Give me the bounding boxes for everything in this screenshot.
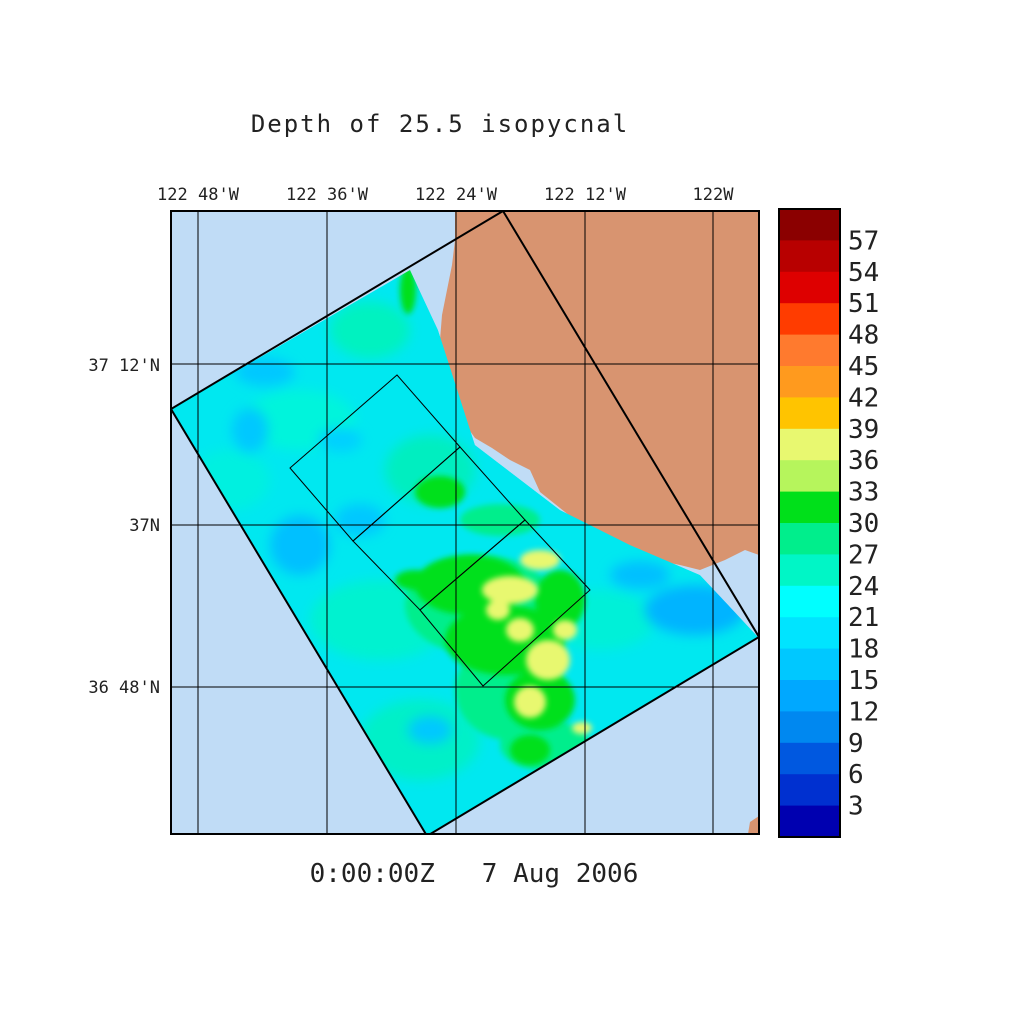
colorbar-label: 54 [848, 258, 879, 288]
colorbar-label: 12 [848, 697, 879, 727]
colorbar-swatch [779, 397, 840, 430]
lat-label: 36 48'N [88, 678, 160, 698]
colorbar-label: 57 [848, 226, 879, 256]
colorbar-label: 36 [848, 446, 879, 476]
colorbar-label: 9 [848, 729, 864, 759]
lon-label: 122W [693, 185, 735, 205]
colorbar-swatch [779, 366, 840, 398]
colorbar-label: 27 [848, 540, 879, 570]
lon-label: 122 24'W [415, 185, 498, 205]
colorbar-swatch [779, 648, 840, 681]
colorbar-label: 24 [848, 572, 879, 602]
colorbar-swatch [779, 680, 840, 712]
colorbar-label: 42 [848, 383, 879, 413]
colorbar-swatch [779, 303, 840, 336]
colorbar-label: 48 [848, 321, 879, 351]
colorbar-swatch [779, 711, 840, 744]
map-border [170, 210, 760, 835]
lon-label: 122 36'W [286, 185, 369, 205]
colorbar-swatch [779, 271, 840, 304]
lat-label: 37 12'N [88, 356, 160, 376]
colorbar-label: 15 [848, 666, 879, 696]
land-mass [440, 211, 759, 570]
colorbar-swatch [779, 742, 840, 775]
colorbar-border [778, 208, 841, 838]
colorbar-swatch [779, 334, 840, 367]
lat-label: 37N [129, 516, 160, 536]
lon-label: 122 12'W [544, 185, 627, 205]
lon-label: 122 48'W [157, 185, 240, 205]
colorbar-label: 21 [848, 603, 879, 633]
colorbar-swatch [779, 428, 840, 461]
isopycnal-depth-field [171, 270, 758, 834]
longitude-labels: 122 48'W 122 36'W 122 24'W 122 12'W 122W [157, 185, 734, 205]
colorbar-label: 6 [848, 760, 864, 790]
colorbar-swatch [779, 585, 840, 618]
colorbar-swatch [779, 240, 840, 273]
colorbar-swatch [779, 491, 840, 524]
colorbar-swatches [779, 209, 840, 838]
colorbar-swatch [779, 805, 840, 838]
chart-title: Depth of 25.5 isopycnal [251, 110, 629, 138]
colorbar-swatch [779, 209, 840, 241]
map-plot-area [171, 211, 759, 834]
model-domain-outline [171, 211, 759, 834]
colorbar-label: 39 [848, 415, 879, 445]
colorbar-swatch [779, 460, 840, 493]
colorbar-label: 3 [848, 792, 864, 822]
colorbar-swatch [779, 523, 840, 555]
colorbar-label: 45 [848, 352, 879, 382]
colorbar-label: 18 [848, 635, 879, 665]
colorbar-swatch [779, 617, 840, 650]
land-point-corner [748, 816, 759, 834]
colorbar-label: 33 [848, 478, 879, 508]
colorbar-swatch [779, 554, 840, 587]
timestamp: 0:00:00Z 7 Aug 2006 [310, 859, 639, 889]
colorbar-label: 30 [848, 509, 879, 539]
sampling-boxes [289, 374, 591, 687]
colorbar-swatch [779, 774, 840, 807]
colorbar-label: 51 [848, 289, 879, 319]
latitude-labels: 37 12'N 37N 36 48'N [88, 356, 160, 698]
